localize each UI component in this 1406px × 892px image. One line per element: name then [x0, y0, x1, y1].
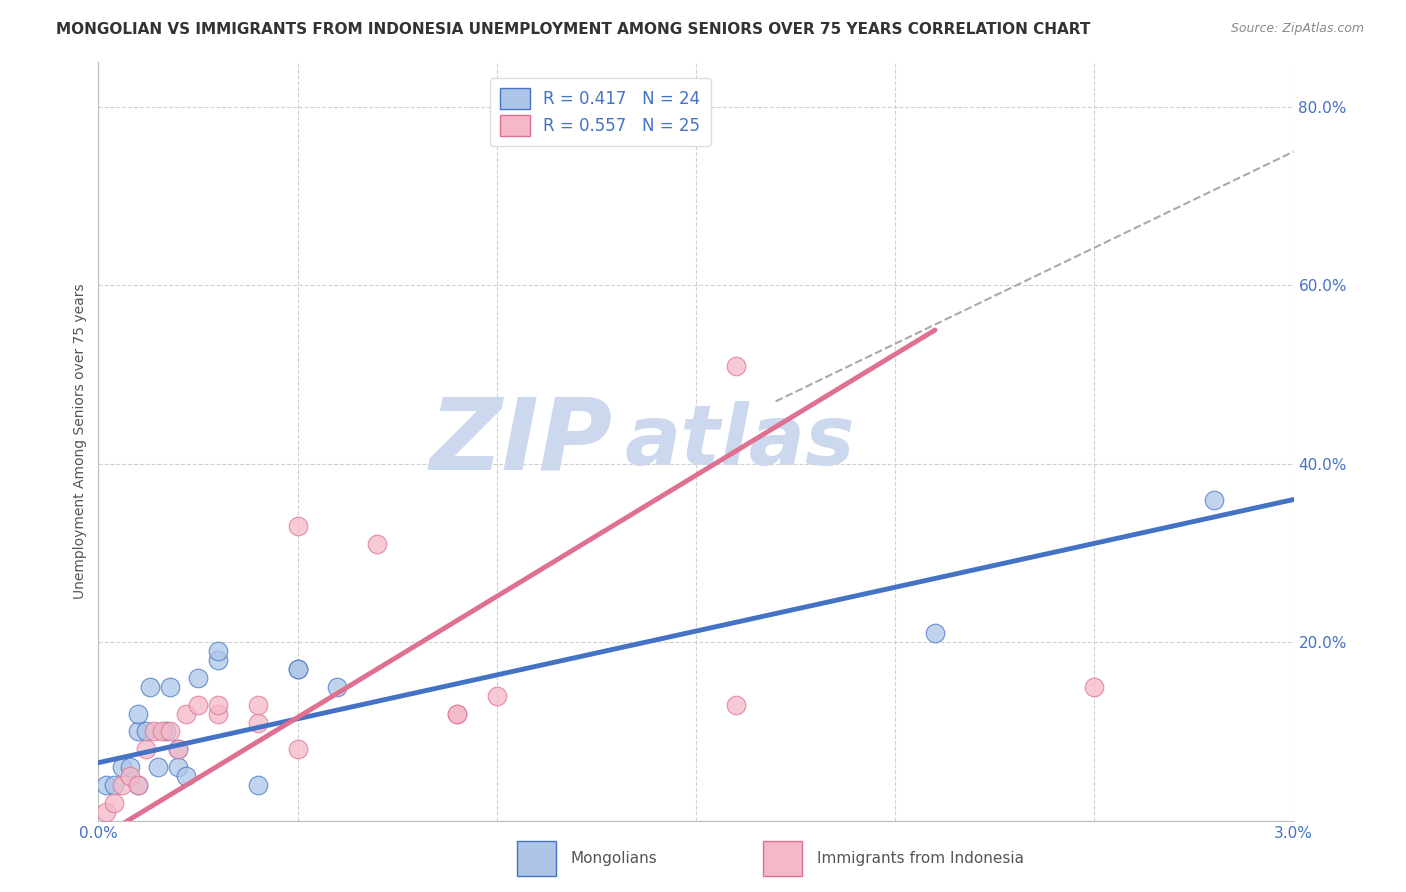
Point: [111, 760, 134, 774]
Point: [135, 742, 157, 756]
Point: [724, 698, 747, 712]
Point: [143, 724, 166, 739]
Point: [139, 680, 162, 694]
Point: [150, 724, 173, 739]
Point: [207, 653, 229, 667]
Point: [96, 805, 118, 819]
Point: [127, 706, 149, 721]
Point: [724, 359, 747, 373]
Point: [120, 760, 142, 774]
Point: [167, 742, 190, 756]
Point: [159, 724, 181, 739]
Point: [207, 698, 229, 712]
Point: [135, 724, 157, 739]
Point: [127, 778, 149, 792]
Y-axis label: Unemployment Among Seniors over 75 years: Unemployment Among Seniors over 75 years: [73, 284, 87, 599]
Point: [1083, 680, 1105, 694]
Point: [111, 778, 134, 792]
Text: atlas: atlas: [624, 401, 855, 482]
Point: [103, 778, 125, 792]
Text: MONGOLIAN VS IMMIGRANTS FROM INDONESIA UNEMPLOYMENT AMONG SENIORS OVER 75 YEARS : MONGOLIAN VS IMMIGRANTS FROM INDONESIA U…: [56, 22, 1091, 37]
Point: [159, 680, 181, 694]
Point: [485, 689, 508, 703]
Point: [246, 698, 269, 712]
Point: [246, 715, 269, 730]
FancyBboxPatch shape: [762, 841, 801, 876]
Point: [287, 662, 309, 676]
Point: [207, 706, 229, 721]
Text: ZIP: ZIP: [429, 393, 613, 490]
FancyBboxPatch shape: [517, 841, 557, 876]
Point: [187, 698, 209, 712]
Point: [446, 706, 468, 721]
Point: [187, 671, 209, 685]
Point: [246, 778, 269, 792]
Point: [1202, 492, 1225, 507]
Point: [326, 680, 349, 694]
Point: [103, 796, 125, 810]
Point: [148, 760, 170, 774]
Point: [366, 537, 388, 551]
Point: [924, 626, 946, 640]
Point: [174, 706, 197, 721]
Point: [127, 724, 149, 739]
Point: [127, 778, 149, 792]
Point: [120, 769, 142, 783]
Legend: R = 0.417   N = 24, R = 0.557   N = 25: R = 0.417 N = 24, R = 0.557 N = 25: [491, 78, 710, 145]
Point: [287, 662, 309, 676]
Point: [155, 724, 177, 739]
Point: [167, 760, 190, 774]
Point: [287, 519, 309, 533]
Point: [96, 778, 118, 792]
Text: Immigrants from Indonesia: Immigrants from Indonesia: [817, 851, 1024, 866]
Text: Source: ZipAtlas.com: Source: ZipAtlas.com: [1230, 22, 1364, 36]
Point: [174, 769, 197, 783]
Point: [446, 706, 468, 721]
Point: [207, 644, 229, 658]
Text: Mongolians: Mongolians: [571, 851, 658, 866]
Point: [167, 742, 190, 756]
Point: [287, 742, 309, 756]
